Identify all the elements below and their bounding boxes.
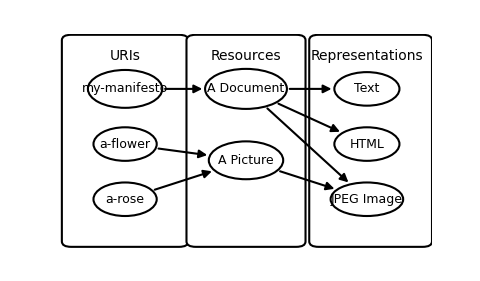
Ellipse shape: [335, 72, 399, 106]
Ellipse shape: [88, 70, 162, 108]
Ellipse shape: [94, 127, 156, 161]
Ellipse shape: [94, 182, 156, 216]
Text: A Document: A Document: [207, 82, 285, 95]
Text: HTML: HTML: [349, 138, 384, 151]
Text: Resources: Resources: [211, 49, 281, 63]
Ellipse shape: [331, 182, 403, 216]
Text: Representations: Representations: [311, 49, 423, 63]
Text: a-flower: a-flower: [100, 138, 151, 151]
Ellipse shape: [335, 127, 399, 161]
FancyBboxPatch shape: [309, 35, 432, 247]
Text: A Picture: A Picture: [218, 154, 274, 167]
Text: a-rose: a-rose: [106, 193, 144, 206]
Ellipse shape: [205, 69, 287, 109]
Text: Text: Text: [354, 82, 380, 95]
Text: JPEG Image: JPEG Image: [331, 193, 403, 206]
Text: my-manifesto: my-manifesto: [82, 82, 168, 95]
FancyBboxPatch shape: [62, 35, 188, 247]
Ellipse shape: [209, 141, 283, 179]
FancyBboxPatch shape: [186, 35, 305, 247]
Text: URIs: URIs: [109, 49, 141, 63]
